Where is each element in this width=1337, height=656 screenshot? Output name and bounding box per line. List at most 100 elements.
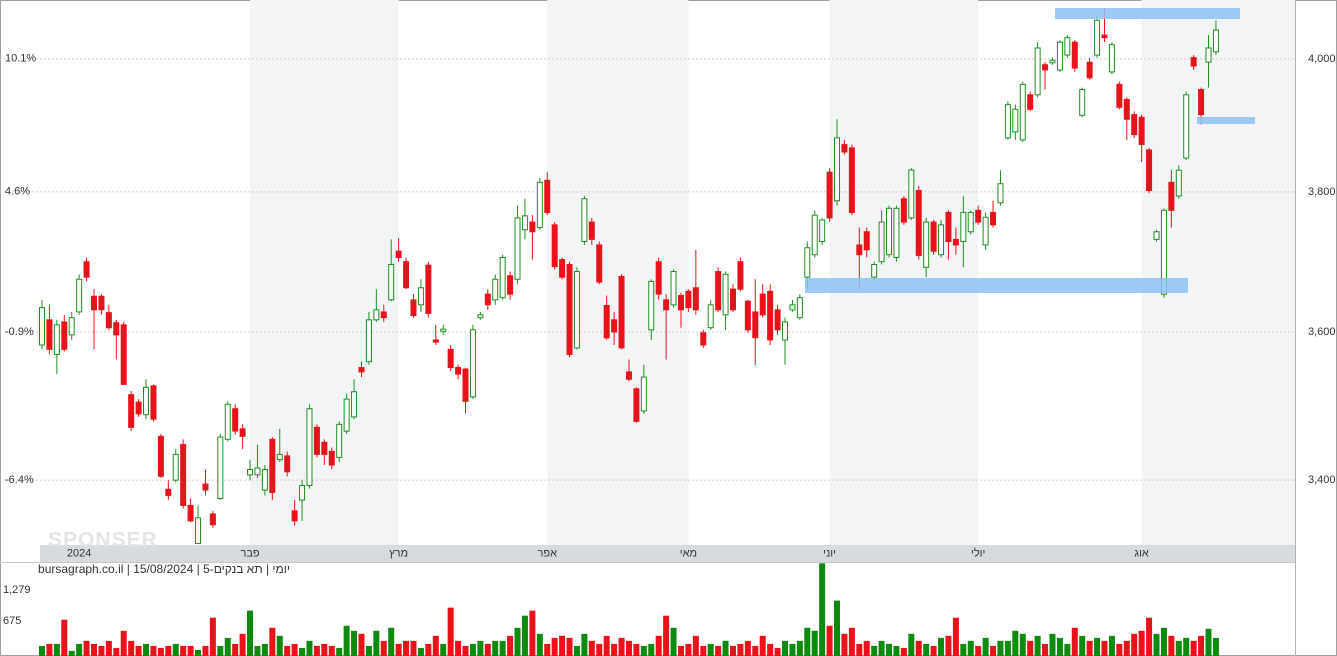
y-tick-label: 3,800 [1308,186,1336,198]
candle-body [224,403,231,440]
candle-body [380,311,387,319]
candle-body [544,179,551,213]
candle-body [284,455,291,473]
volume-bar [625,640,632,656]
volume-bar [120,630,127,656]
volume-bar [157,647,164,656]
candle-body [1146,149,1153,192]
candle-body [640,376,647,412]
candle-body [893,207,900,259]
volume-bar [150,645,157,656]
volume-bar [782,640,788,656]
candle-body [336,423,343,458]
x-tick-label: יוני [823,547,836,559]
volume-bar [715,645,722,656]
candle-body [997,183,1004,204]
candle-body [187,504,194,522]
volume-bar [759,635,766,656]
volume-bar [826,625,833,656]
candle-body [707,304,714,329]
volume-bar [603,635,610,656]
volume-bar [915,640,922,656]
candle-body [685,290,692,309]
y-tick-label: 4,000 [1308,53,1336,65]
volume-bar [871,645,878,656]
candle-body [477,314,484,319]
volume-bar [685,643,692,656]
volume-bar [254,645,261,656]
candle-body [351,391,358,418]
volume-bar [46,643,53,656]
candle-body [611,319,618,333]
candle-body [670,271,677,306]
candle-body [83,261,90,278]
candle-body [484,293,491,306]
candle-body [655,261,662,295]
volume-bar [313,645,320,656]
candle-body [1027,94,1034,110]
volume-bar [195,649,202,656]
candle-body [848,147,855,213]
volume-bar [343,625,350,656]
volume-bar [938,637,945,656]
volume-bar [737,643,744,656]
candle-body [1071,41,1078,69]
volume-bar [358,633,365,656]
volume-bar [618,637,625,656]
volume-bar [143,643,150,656]
volume-bar [1071,627,1078,656]
volume-bar [455,640,462,656]
candle-body [581,198,588,242]
candle-body [804,247,811,278]
candle-body [529,221,536,233]
candle-body [180,444,187,506]
volume-bar [180,645,187,656]
volume-bar [559,635,566,656]
volume-bar [462,645,469,656]
candle-body [328,450,335,466]
volume-bar [744,640,751,656]
volume-bar [834,600,841,656]
volume-bar [514,627,521,656]
candle-body [1004,104,1011,139]
volume-bar [841,633,848,656]
x-tick-label: מאי [680,547,697,559]
volume-bar [997,640,1004,656]
candle-body [1042,64,1049,71]
volume-bar [1198,635,1205,656]
background: 2024 פבר מרץ אפר מאי יוני יולי אוג 3,400 3,600 3,8… [0,0,1336,627]
candle-body [455,367,462,375]
candle-body [677,295,684,311]
x-tick-label: אפר [537,547,557,559]
volume-bar [380,640,387,656]
candle-body [1190,57,1197,67]
candle-body [1116,83,1123,108]
candle-body [91,295,98,311]
highlight [1197,117,1255,124]
candle-body [492,278,499,301]
candle-body [247,469,254,476]
candle-body [990,211,997,226]
volume-bar [76,643,83,656]
volume-bar [39,645,45,656]
volume-bar [388,627,395,656]
candle-body [774,309,781,331]
candle-body [1212,29,1219,53]
volume-bar [1212,637,1219,656]
volume-bar [596,643,603,656]
volume-bar [960,643,967,656]
candle-body [1160,209,1167,295]
candle-body [321,441,328,455]
candle-body [120,324,127,385]
candle-body [648,280,655,331]
volume-bar [945,635,952,656]
volume-bar [410,640,417,656]
candle-body [261,469,268,491]
candle-body [789,304,796,311]
candle-body [306,408,313,487]
candle-body [1012,108,1019,133]
candle-body [113,322,120,336]
candle-body [692,287,699,311]
candle-body [276,453,283,461]
volume-bar [648,643,655,656]
